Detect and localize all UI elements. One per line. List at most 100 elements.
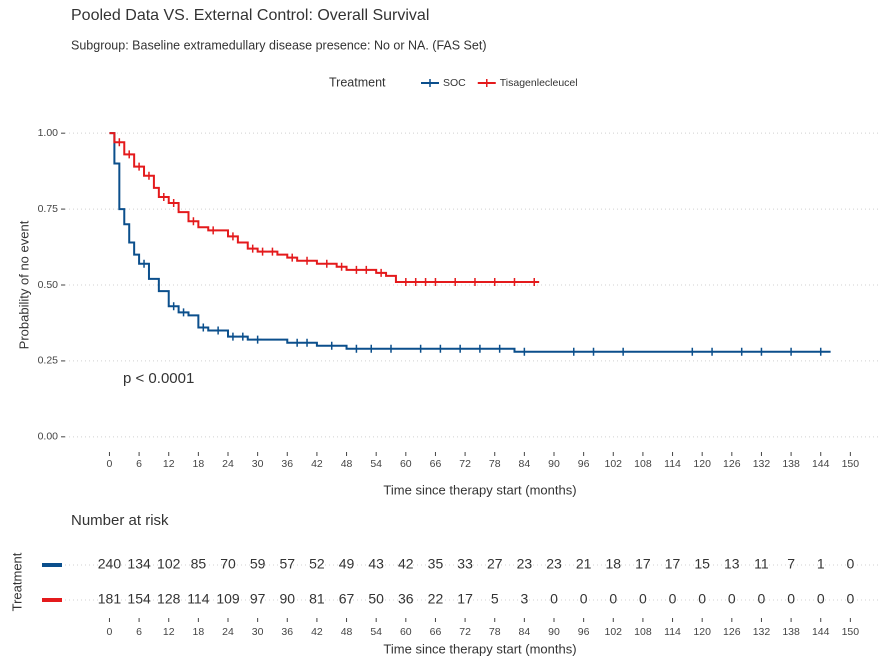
chart-title: Pooled Data VS. External Control: Overal… bbox=[71, 7, 429, 24]
censor-mark bbox=[214, 326, 223, 335]
x-tick-label: 132 bbox=[753, 458, 771, 470]
legend-key bbox=[482, 79, 491, 87]
censor-mark bbox=[159, 192, 168, 201]
risk-count: 17 bbox=[457, 591, 473, 607]
risk-count: 0 bbox=[846, 556, 854, 572]
risk-count: 102 bbox=[157, 556, 181, 572]
risk-count: 134 bbox=[127, 556, 151, 572]
risk-x-tick-label: 132 bbox=[753, 626, 771, 638]
censor-mark bbox=[816, 347, 825, 356]
risk-count: 42 bbox=[398, 556, 414, 572]
risk-count: 49 bbox=[339, 556, 355, 572]
y-tick-label: 0.00 bbox=[38, 431, 59, 443]
risk-count: 0 bbox=[639, 591, 647, 607]
risk-x-tick-label: 90 bbox=[548, 626, 560, 638]
x-tick-label: 0 bbox=[107, 458, 113, 470]
censor-mark bbox=[421, 277, 430, 286]
risk-table-x-label: Time since therapy start (months) bbox=[383, 641, 576, 656]
x-tick-label: 72 bbox=[459, 458, 471, 470]
risk-x-tick-label: 60 bbox=[400, 626, 412, 638]
censor-mark bbox=[367, 344, 376, 353]
risk-x-tick-label: 0 bbox=[107, 626, 113, 638]
x-tick-label: 138 bbox=[782, 458, 800, 470]
risk-count: 35 bbox=[428, 556, 444, 572]
censor-mark bbox=[199, 323, 208, 332]
risk-x-tick-label: 120 bbox=[693, 626, 711, 638]
risk-count: 17 bbox=[635, 556, 651, 572]
x-tick-label: 102 bbox=[605, 458, 623, 470]
censor-mark bbox=[387, 344, 395, 353]
p-value: p < 0.0001 bbox=[123, 370, 194, 387]
censor-mark bbox=[327, 341, 336, 350]
risk-x-tick-label: 108 bbox=[634, 626, 652, 638]
risk-count: 13 bbox=[724, 556, 740, 572]
x-tick-label: 24 bbox=[222, 458, 234, 470]
x-tick-label: 150 bbox=[842, 458, 860, 470]
censor-mark bbox=[288, 253, 297, 262]
risk-x-tick-label: 18 bbox=[193, 626, 205, 638]
y-axis-label: Probability of no event bbox=[16, 220, 31, 349]
censor-mark bbox=[352, 344, 361, 353]
x-tick-label: 48 bbox=[341, 458, 353, 470]
risk-count: 181 bbox=[98, 591, 122, 607]
risk-count: 0 bbox=[550, 591, 558, 607]
x-tick-label: 84 bbox=[519, 458, 531, 470]
censor-mark bbox=[377, 268, 386, 277]
risk-count: 57 bbox=[279, 556, 295, 572]
risk-count: 18 bbox=[605, 556, 621, 572]
risk-count: 128 bbox=[157, 591, 181, 607]
risk-x-tick-label: 96 bbox=[578, 626, 590, 638]
risk-x-tick-label: 84 bbox=[519, 626, 531, 638]
risk-count: 23 bbox=[546, 556, 562, 572]
censor-mark bbox=[253, 335, 262, 344]
risk-x-tick-label: 6 bbox=[136, 626, 142, 638]
risk-count: 114 bbox=[187, 591, 210, 607]
risk-count: 154 bbox=[127, 591, 151, 607]
x-tick-label: 54 bbox=[370, 458, 382, 470]
censor-mark bbox=[238, 332, 247, 341]
censor-mark bbox=[495, 344, 504, 353]
risk-x-tick-label: 114 bbox=[664, 626, 681, 638]
risk-count: 0 bbox=[758, 591, 766, 607]
x-tick-label: 66 bbox=[430, 458, 442, 470]
censor-mark bbox=[436, 344, 445, 353]
censor-mark bbox=[179, 308, 188, 317]
x-tick-label: 120 bbox=[693, 458, 711, 470]
risk-count: 5 bbox=[491, 591, 499, 607]
censor-mark bbox=[228, 232, 237, 241]
censor-mark bbox=[619, 347, 628, 356]
risk-count: 97 bbox=[250, 591, 266, 607]
risk-x-tick-label: 42 bbox=[311, 626, 323, 638]
risk-x-tick-label: 24 bbox=[222, 626, 234, 638]
risk-count: 0 bbox=[846, 591, 854, 607]
risk-x-tick-label: 36 bbox=[281, 626, 293, 638]
censor-mark bbox=[322, 259, 331, 268]
x-tick-label: 6 bbox=[136, 458, 142, 470]
censor-mark bbox=[510, 277, 519, 286]
censor-mark bbox=[787, 347, 796, 356]
risk-table-y-label: Treatment bbox=[9, 552, 24, 611]
censor-mark bbox=[362, 265, 371, 274]
risk-x-tick-label: 48 bbox=[341, 626, 353, 638]
censor-mark bbox=[431, 277, 440, 286]
censor-mark bbox=[228, 332, 237, 341]
x-tick-label: 126 bbox=[723, 458, 741, 470]
x-tick-label: 114 bbox=[664, 458, 681, 470]
risk-x-tick-label: 78 bbox=[489, 626, 501, 638]
x-axis-label: Time since therapy start (months) bbox=[383, 482, 576, 497]
x-tick-label: 96 bbox=[578, 458, 590, 470]
risk-x-tick-label: 12 bbox=[163, 626, 175, 638]
censor-mark bbox=[169, 302, 178, 311]
censor-mark bbox=[589, 347, 598, 356]
risk-count: 67 bbox=[339, 591, 355, 607]
censor-mark bbox=[490, 277, 499, 286]
risk-count: 70 bbox=[220, 556, 236, 572]
risk-count: 240 bbox=[98, 556, 122, 572]
risk-count: 36 bbox=[398, 591, 414, 607]
risk-x-tick-label: 144 bbox=[812, 626, 830, 638]
risk-x-tick-label: 126 bbox=[723, 626, 741, 638]
risk-count: 43 bbox=[368, 556, 384, 572]
y-tick-label: 1.00 bbox=[38, 127, 59, 139]
censor-mark bbox=[411, 277, 420, 286]
